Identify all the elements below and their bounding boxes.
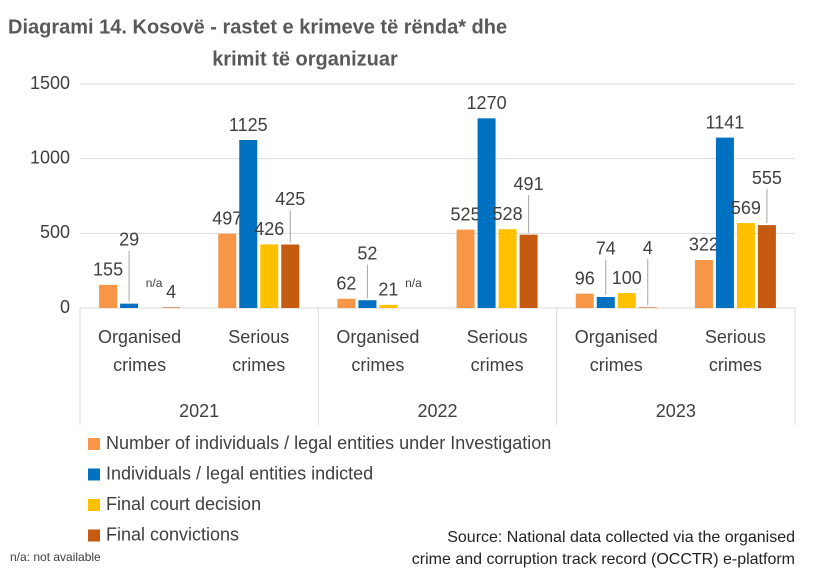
bar <box>638 307 657 308</box>
value-label: 528 <box>493 204 523 224</box>
legend-label: Number of individuals / legal entities u… <box>106 433 551 453</box>
value-label: 525 <box>451 204 481 224</box>
bar <box>260 244 279 308</box>
value-label: 425 <box>275 189 305 209</box>
value-label: 52 <box>357 243 377 263</box>
bar <box>239 140 258 308</box>
value-label: 497 <box>212 209 242 229</box>
legend-label: Final court decision <box>106 494 261 514</box>
bar <box>379 304 398 308</box>
bar <box>519 234 538 308</box>
bar <box>120 303 139 308</box>
bar <box>456 229 475 308</box>
legend-swatch <box>88 468 100 481</box>
source: crime and corruption track record (OCCTR… <box>412 551 795 568</box>
value-label: 4 <box>643 238 653 258</box>
footnote: n/a: not available <box>10 550 101 564</box>
value-label: 74 <box>596 238 616 258</box>
bar <box>99 284 118 308</box>
group-label: 2023 <box>656 401 696 421</box>
bar <box>337 298 356 308</box>
value-label: 491 <box>514 174 544 194</box>
bar <box>715 137 734 308</box>
bar <box>694 259 713 308</box>
legend-label: Final convictions <box>106 524 239 544</box>
chart-title: Diagrami 14. Kosovë - rastet e krimeve t… <box>8 16 507 38</box>
source: Source: National data collected via the … <box>447 529 795 546</box>
value-label: n/a <box>146 276 163 290</box>
value-label: 569 <box>731 198 761 218</box>
bar <box>757 225 776 308</box>
x-tick-label: Organised crimes <box>336 327 419 375</box>
y-tick-label: 500 <box>40 222 70 242</box>
value-label: 1141 <box>706 112 745 132</box>
chart-title: krimit të organizuar <box>212 48 398 70</box>
x-tick-label: Organised crimes <box>98 327 181 375</box>
value-label: 1270 <box>467 93 507 113</box>
bar <box>218 233 237 308</box>
x-tick-label: Serious crimes <box>228 327 289 375</box>
value-label: 62 <box>336 273 356 293</box>
legend-swatch <box>88 438 100 450</box>
legend-label: Individuals / legal entities indicted <box>106 463 373 483</box>
bar <box>596 296 615 308</box>
bar <box>358 300 377 308</box>
value-label: 100 <box>612 268 642 288</box>
value-label: 322 <box>689 235 719 255</box>
value-label: 155 <box>93 260 123 280</box>
bar <box>498 229 517 308</box>
value-label: 1125 <box>229 115 268 135</box>
bar <box>575 293 594 308</box>
value-label: n/a <box>405 276 422 290</box>
bar <box>736 223 755 308</box>
legend-swatch <box>88 499 100 511</box>
value-label: 4 <box>166 282 176 302</box>
bar <box>162 307 181 308</box>
bar <box>617 293 636 308</box>
value-label: 96 <box>575 268 595 288</box>
y-tick-label: 0 <box>60 297 70 317</box>
legend-swatch <box>88 529 100 542</box>
x-tick-label: Serious crimes <box>467 327 528 375</box>
group-label: 2022 <box>417 401 457 421</box>
value-label: 426 <box>254 219 284 239</box>
value-label: 29 <box>119 230 139 250</box>
y-tick-label: 1500 <box>30 73 70 93</box>
group-label: 2021 <box>179 401 219 421</box>
bar <box>281 244 300 308</box>
y-tick-label: 1000 <box>30 147 70 167</box>
x-tick-label: Organised crimes <box>575 327 658 375</box>
value-label: 555 <box>752 168 782 188</box>
bar <box>477 118 496 308</box>
value-label: 21 <box>378 280 398 300</box>
x-tick-label: Serious crimes <box>705 327 766 375</box>
